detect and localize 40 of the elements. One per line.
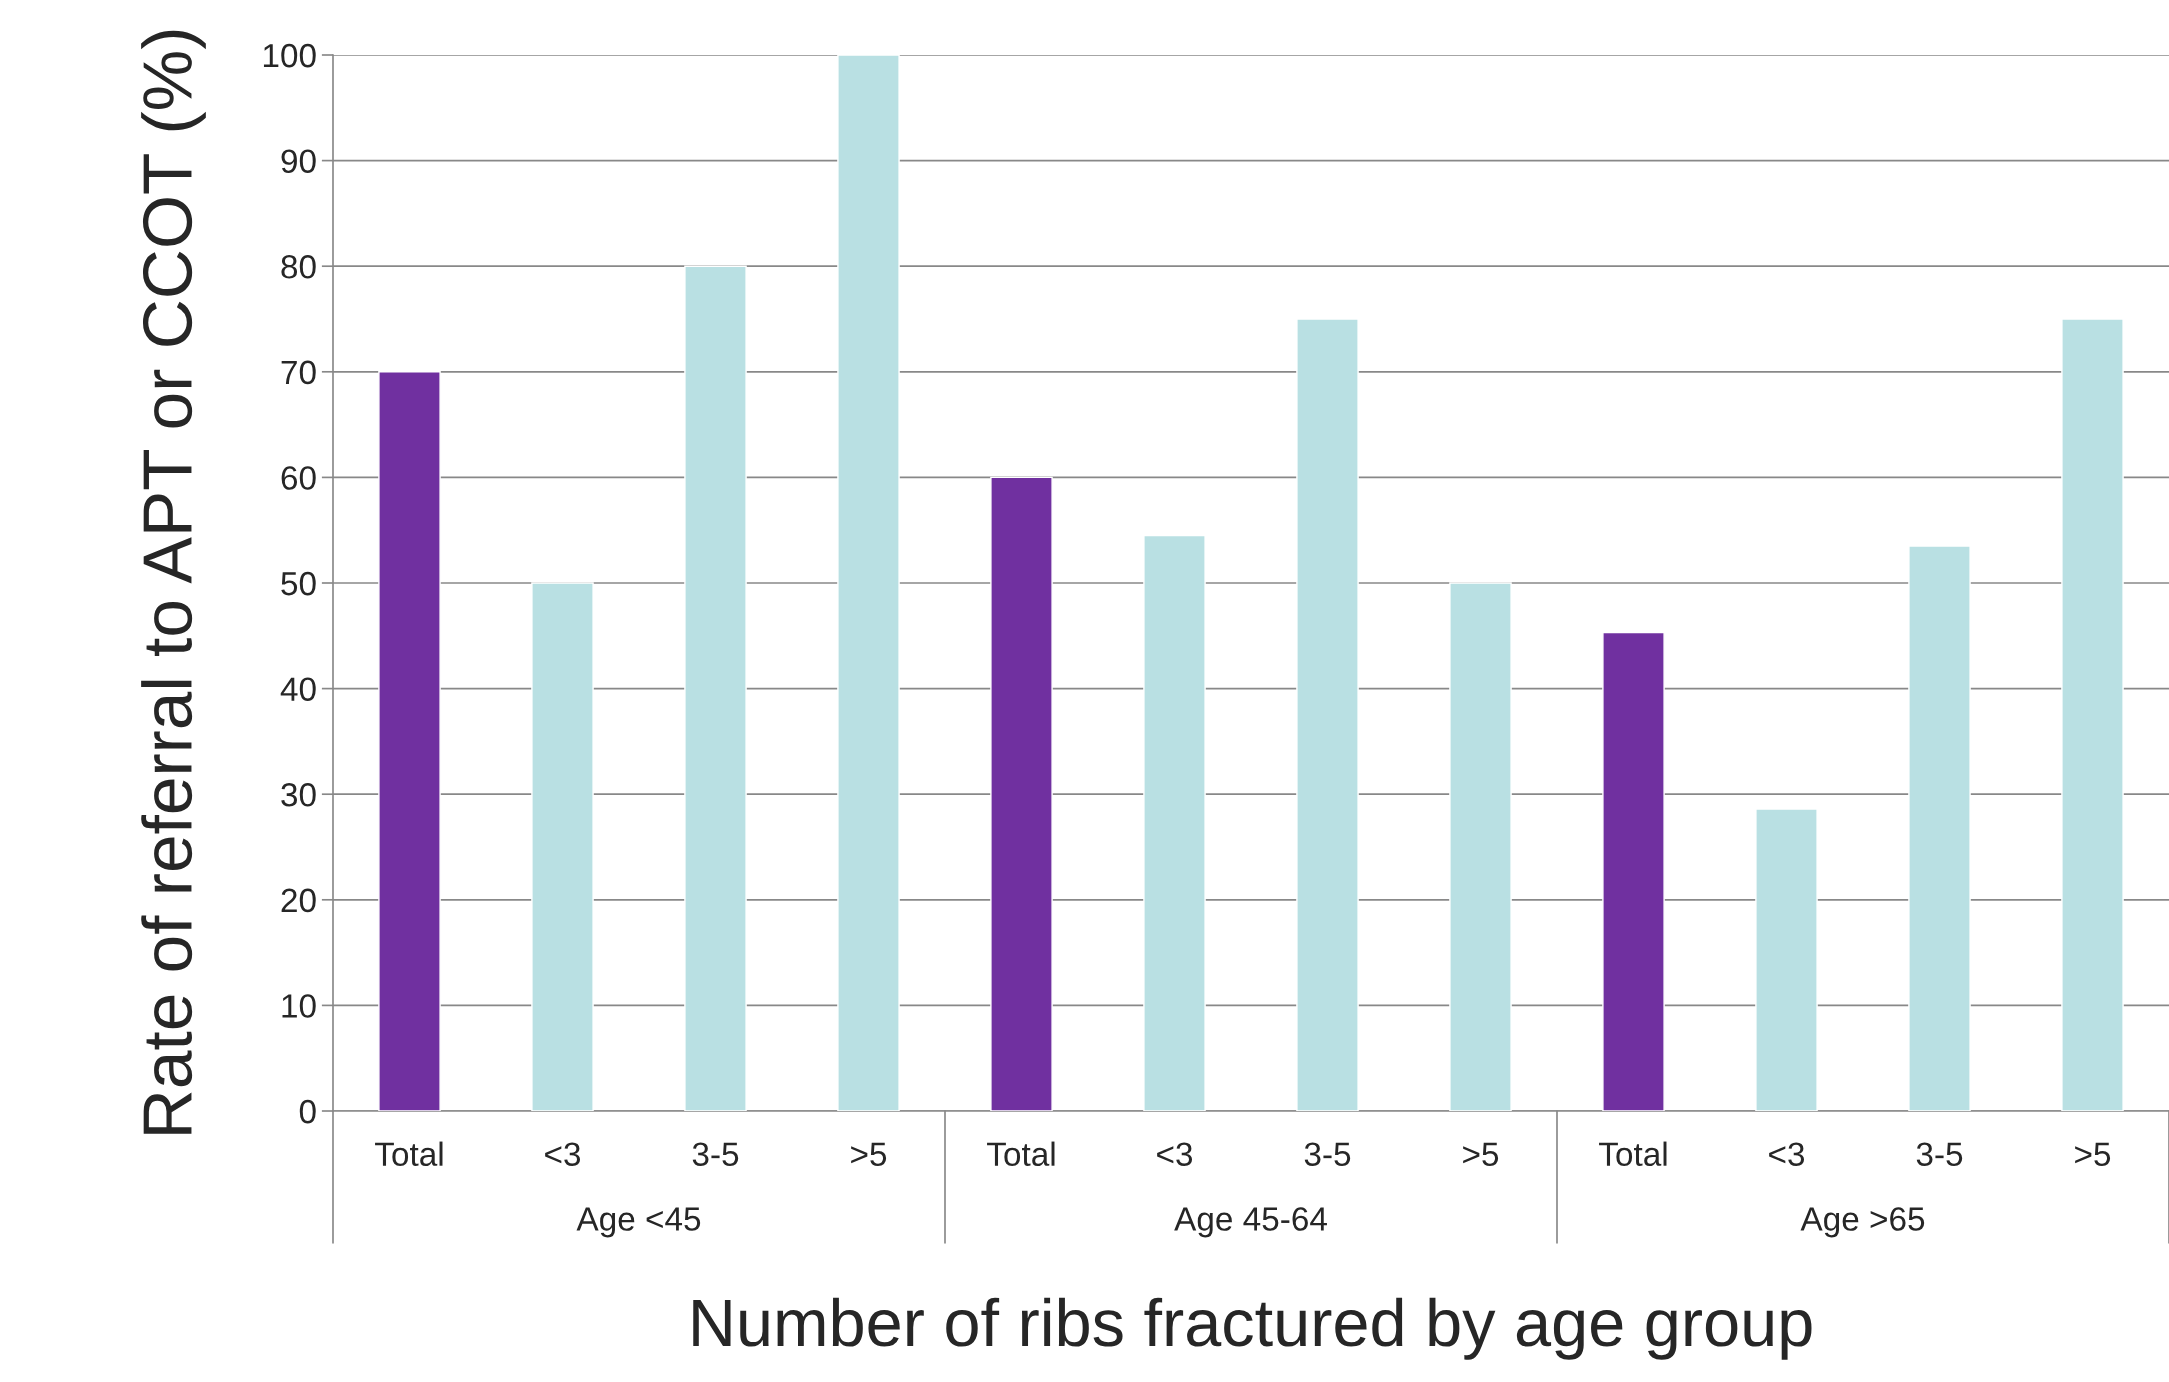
y-tick-label: 80 xyxy=(281,255,316,279)
bar xyxy=(1449,582,1512,1111)
bar xyxy=(1296,318,1359,1111)
y-axis-title: Rate of referral to APT or CCOT (%) xyxy=(141,30,206,1134)
bar xyxy=(1908,545,1971,1111)
x-tick-label: >5 xyxy=(1463,1142,1499,1167)
bar xyxy=(531,582,594,1111)
x-tick-label: Total xyxy=(375,1141,443,1167)
x-tick-label: Total xyxy=(1599,1141,1667,1167)
x-tick-label: >5 xyxy=(851,1142,887,1167)
y-tick-label: 10 xyxy=(282,994,316,1018)
text: Age >65 xyxy=(1800,1207,1925,1238)
x-tick-label: 3-5 xyxy=(1916,1142,1963,1167)
bar xyxy=(684,265,747,1111)
bar xyxy=(990,476,1053,1111)
x-tick-label: 3-5 xyxy=(1304,1142,1351,1167)
y-tick-label: 20 xyxy=(281,888,316,913)
x-tick-label: <3 xyxy=(1769,1142,1805,1167)
x-tick-label: <3 xyxy=(545,1142,581,1167)
y-tick-label: 40 xyxy=(280,677,316,702)
x-tick-label: >5 xyxy=(2075,1142,2111,1167)
text: Age <45 xyxy=(576,1207,701,1238)
y-tick-label: 30 xyxy=(281,783,316,807)
bar xyxy=(2061,318,2124,1111)
y-tick-label: 100 xyxy=(263,43,316,68)
text: Age 45-64 xyxy=(1174,1207,1327,1238)
y-tick-label: 0 xyxy=(299,1099,316,1124)
x-tick-label: <3 xyxy=(1157,1142,1193,1167)
x-tick-label: Total xyxy=(987,1141,1055,1167)
y-tick-label: 50 xyxy=(281,571,316,596)
bar xyxy=(837,55,900,1111)
bar xyxy=(1143,534,1206,1111)
x-tick-label: 3-5 xyxy=(692,1142,739,1167)
bar xyxy=(1755,808,1818,1111)
y-tick-label: 60 xyxy=(281,466,316,490)
y-tick-label: 90 xyxy=(281,149,316,174)
bar xyxy=(1602,631,1665,1111)
bar xyxy=(378,371,441,1111)
y-tick-label: 70 xyxy=(281,360,316,385)
x-axis-title: Number of ribs fractured by age group xyxy=(693,1297,1812,1360)
